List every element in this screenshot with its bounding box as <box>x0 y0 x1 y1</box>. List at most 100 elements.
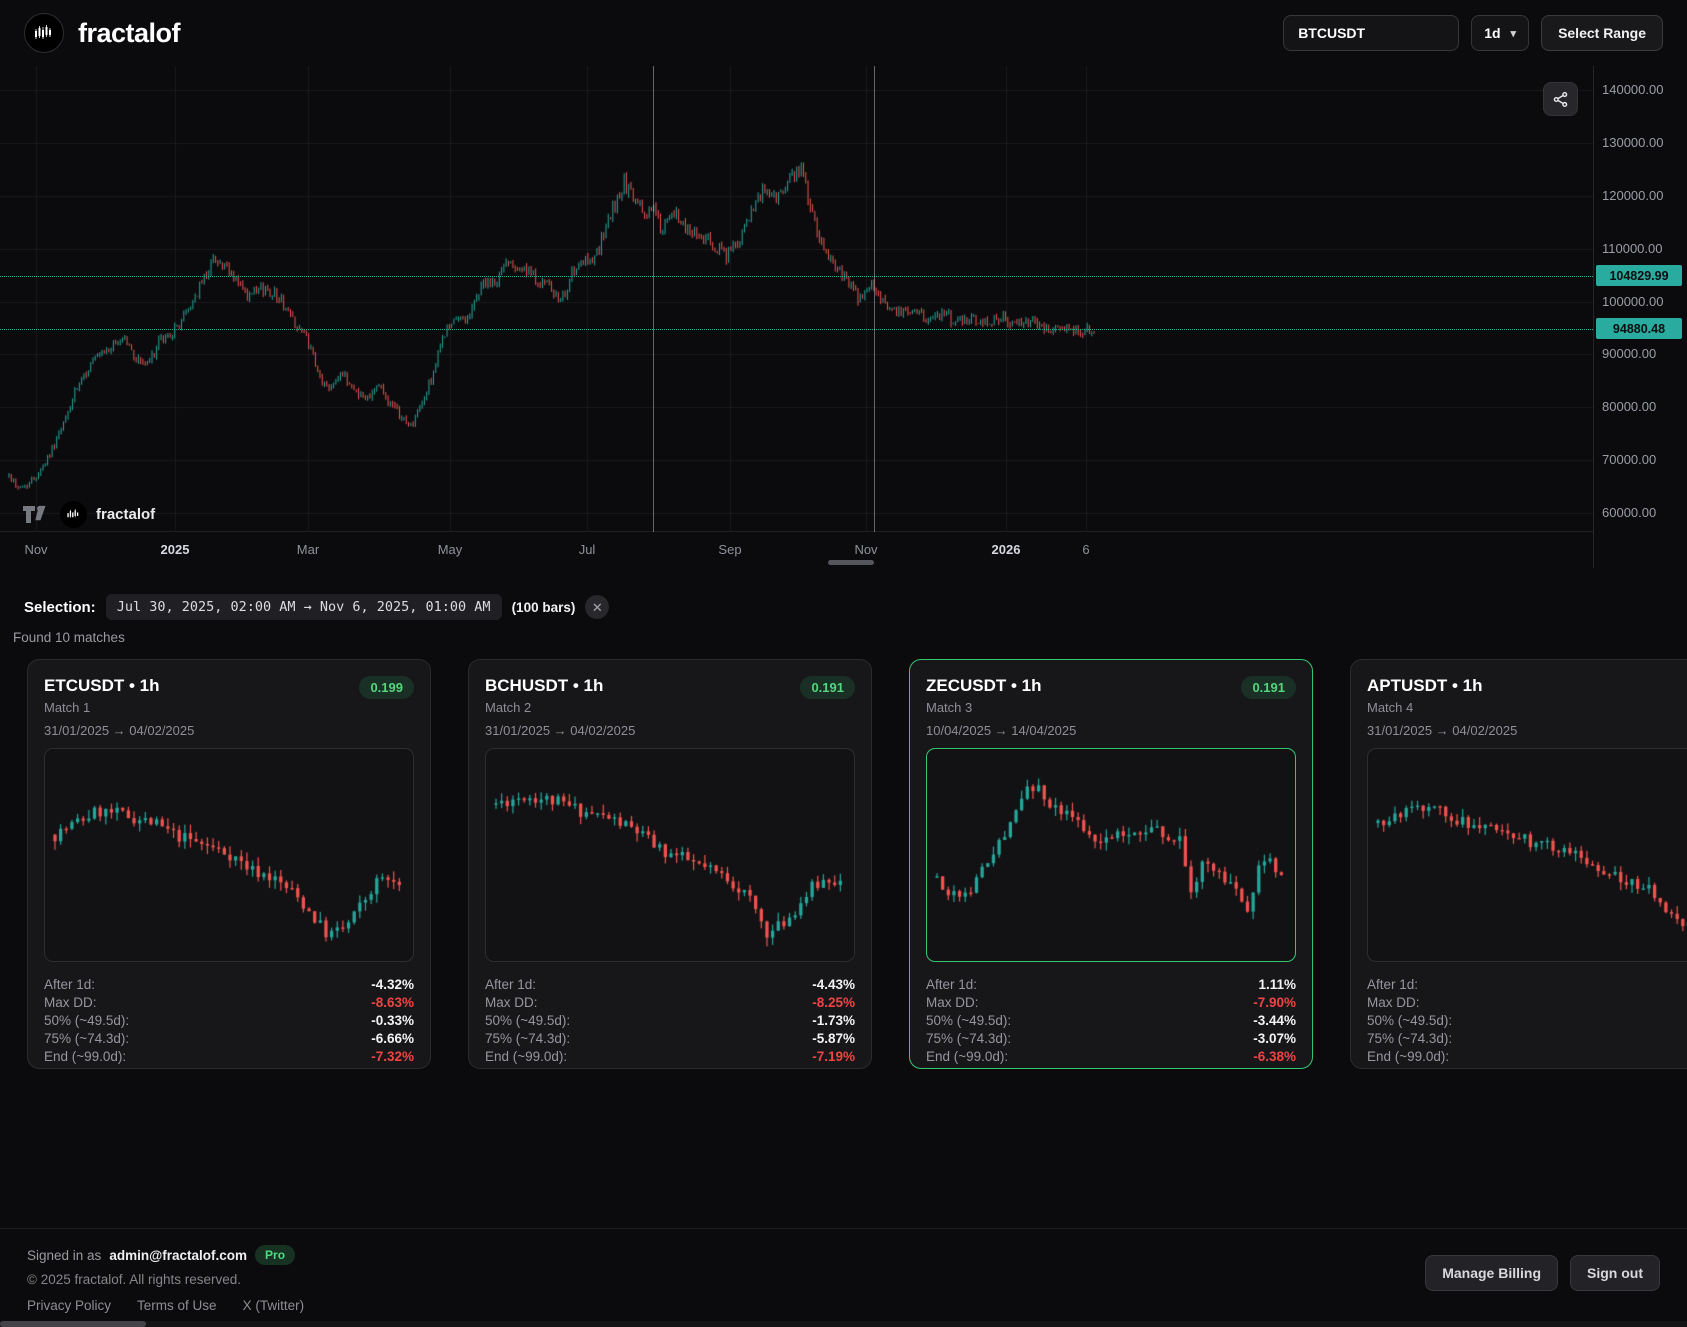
stat-row: Max DD: -8.25% <box>485 993 855 1011</box>
stat-value: -6.38% <box>1253 1048 1296 1064</box>
stat-label: After 1d: <box>1367 976 1419 992</box>
close-icon: ✕ <box>591 599 603 615</box>
price-axis-tick: 140000.00 <box>1602 82 1664 97</box>
signed-in-label: Signed in as <box>27 1247 102 1263</box>
match-mini-chart[interactable] <box>485 748 855 962</box>
stat-label: Max DD: <box>485 994 538 1010</box>
stat-value: 1.11% <box>1258 976 1296 992</box>
match-label: Match 2 <box>485 700 532 715</box>
match-card[interactable]: APTUSDT • 1h Match 4 31/01/2025 → 04/02/… <box>1350 659 1687 1069</box>
stat-label: 50% (~49.5d): <box>485 1012 571 1028</box>
mini-candlestick-canvas <box>486 749 854 961</box>
candlestick-canvas[interactable] <box>0 66 1593 532</box>
match-card-header: ZECUSDT • 1h Match 3 0.191 <box>926 676 1296 715</box>
match-mini-chart[interactable] <box>926 748 1296 962</box>
twitter-link[interactable]: X (Twitter) <box>242 1298 305 1313</box>
stat-row: 75% (~74.3d): <box>1367 1029 1687 1047</box>
price-label-badge: 94880.48 <box>1596 318 1682 340</box>
stat-row: End (~99.0d): -6.38% <box>926 1047 1296 1065</box>
share-nodes-icon <box>1553 91 1568 107</box>
stat-label: End (~99.0d): <box>44 1048 127 1064</box>
manage-billing-button[interactable]: Manage Billing <box>1425 1255 1558 1291</box>
chart-scrollbar[interactable] <box>828 560 874 565</box>
match-label: Match 4 <box>1367 700 1414 715</box>
privacy-policy-link[interactable]: Privacy Policy <box>27 1298 112 1313</box>
symbol-input[interactable] <box>1283 15 1460 51</box>
time-axis-tick: Mar <box>296 542 320 557</box>
selection-row: Selection: Jul 30, 2025, 02:00 AM → Nov … <box>0 568 1687 620</box>
match-date-range: 10/04/2025 → 14/04/2025 <box>926 723 1077 738</box>
stat-row: After 1d: -4.43% <box>485 975 855 993</box>
stat-value: -4.43% <box>812 976 855 992</box>
stat-row: 75% (~74.3d): -5.87% <box>485 1029 855 1047</box>
footer-info: Signed in as admin@fractalof.com Pro © 2… <box>27 1245 304 1313</box>
share-button[interactable] <box>1543 82 1578 116</box>
match-card[interactable]: ZECUSDT • 1h Match 3 0.191 10/04/2025 → … <box>909 659 1313 1069</box>
time-axis-tick: Nov <box>24 542 48 557</box>
match-score-badge: 0.199 <box>359 676 414 699</box>
match-label: Match 3 <box>926 700 973 715</box>
match-card-header: ETCUSDT • 1h Match 1 0.199 <box>44 676 414 715</box>
stat-row: 50% (~49.5d): -0.33% <box>44 1011 414 1029</box>
stat-value: -0.33% <box>371 1012 414 1028</box>
sign-out-button[interactable]: Sign out <box>1570 1255 1660 1291</box>
selection-range-badge: Jul 30, 2025, 02:00 AM → Nov 6, 2025, 01… <box>105 594 502 620</box>
match-stats: After 1d: 1.11% Max DD: -7.90% 50% (~49.… <box>926 975 1296 1065</box>
stat-label: 50% (~49.5d): <box>44 1012 130 1028</box>
stat-value: -4.32% <box>371 976 414 992</box>
interval-value: 1d <box>1484 25 1501 41</box>
stat-label: 50% (~49.5d): <box>1367 1012 1453 1028</box>
price-axis-tick: 80000.00 <box>1602 399 1657 415</box>
match-card[interactable]: ETCUSDT • 1h Match 1 0.199 31/01/2025 → … <box>27 659 431 1069</box>
stat-row: End (~99.0d): <box>1367 1047 1687 1065</box>
page-scrollbar-thumb[interactable] <box>0 1321 146 1327</box>
page-title: fractalof <box>78 17 181 48</box>
stat-value: -8.25% <box>812 994 855 1010</box>
price-level-line <box>0 328 1593 330</box>
stat-label: 75% (~74.3d): <box>926 1030 1012 1046</box>
main-chart-plot[interactable] <box>0 66 1593 532</box>
match-card[interactable]: BCHUSDT • 1h Match 2 0.191 31/01/2025 → … <box>468 659 872 1069</box>
stat-value: -7.90% <box>1253 994 1296 1010</box>
price-label-badge: 104829.99 <box>1596 265 1682 287</box>
stat-label: 50% (~49.5d): <box>926 1012 1012 1028</box>
page-scrollbar-track <box>0 1321 1687 1327</box>
footer-links: Privacy Policy Terms of Use X (Twitter) <box>27 1298 304 1313</box>
select-range-button[interactable]: Select Range <box>1541 15 1663 51</box>
stat-value: -6.66% <box>371 1030 414 1046</box>
mini-candlestick-canvas <box>1368 749 1687 961</box>
user-email: admin@fractalof.com <box>109 1247 248 1263</box>
selection-bar-count: (100 bars) <box>511 599 576 615</box>
time-axis-tick: 2025 <box>160 542 190 557</box>
price-level-line <box>0 275 1593 277</box>
match-card-header: BCHUSDT • 1h Match 2 0.191 <box>485 676 855 715</box>
match-count-text: Found 10 matches <box>13 630 125 645</box>
match-date-range: 31/01/2025 → 04/02/2025 <box>1367 723 1518 738</box>
time-axis-tick: 6 <box>1082 542 1090 557</box>
match-label: Match 1 <box>44 700 91 715</box>
selection-marker-line <box>874 66 875 532</box>
stat-value: -3.07% <box>1253 1030 1296 1046</box>
match-mini-chart[interactable] <box>1367 748 1687 962</box>
footer-actions: Manage Billing Sign out <box>1425 1255 1660 1291</box>
interval-select[interactable]: 1d ▾ <box>1471 15 1530 51</box>
match-symbol: ETCUSDT • 1h <box>44 676 160 695</box>
match-stats: After 1d: Max DD: 50% (~49.5d): 75% (~74… <box>1367 975 1687 1065</box>
terms-of-use-link[interactable]: Terms of Use <box>137 1298 217 1313</box>
match-symbol: APTUSDT • 1h <box>1367 676 1483 695</box>
price-axis-border <box>1593 66 1594 568</box>
match-mini-chart[interactable] <box>44 748 414 962</box>
match-stats: After 1d: -4.32% Max DD: -8.63% 50% (~49… <box>44 975 414 1065</box>
fractalof-logo-icon <box>60 501 87 528</box>
stat-row: 50% (~49.5d): -1.73% <box>485 1011 855 1029</box>
stat-label: After 1d: <box>926 976 978 992</box>
main-chart-section: 140000.00 130000.00 120000.00 110000.00 1000… <box>0 66 1687 568</box>
price-axis-tick: 120000.00 <box>1602 187 1664 203</box>
price-axis-tick: 130000.00 <box>1602 134 1664 150</box>
time-axis-tick: Sep <box>718 542 742 557</box>
stat-label: After 1d: <box>44 976 96 992</box>
time-axis-tick: Jul <box>578 542 596 557</box>
clear-selection-button[interactable]: ✕ <box>585 595 610 619</box>
stat-row: 75% (~74.3d): -6.66% <box>44 1029 414 1047</box>
stat-row: After 1d: 1.11% <box>926 975 1296 993</box>
